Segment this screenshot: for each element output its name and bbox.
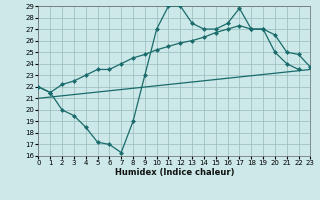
- X-axis label: Humidex (Indice chaleur): Humidex (Indice chaleur): [115, 168, 234, 177]
